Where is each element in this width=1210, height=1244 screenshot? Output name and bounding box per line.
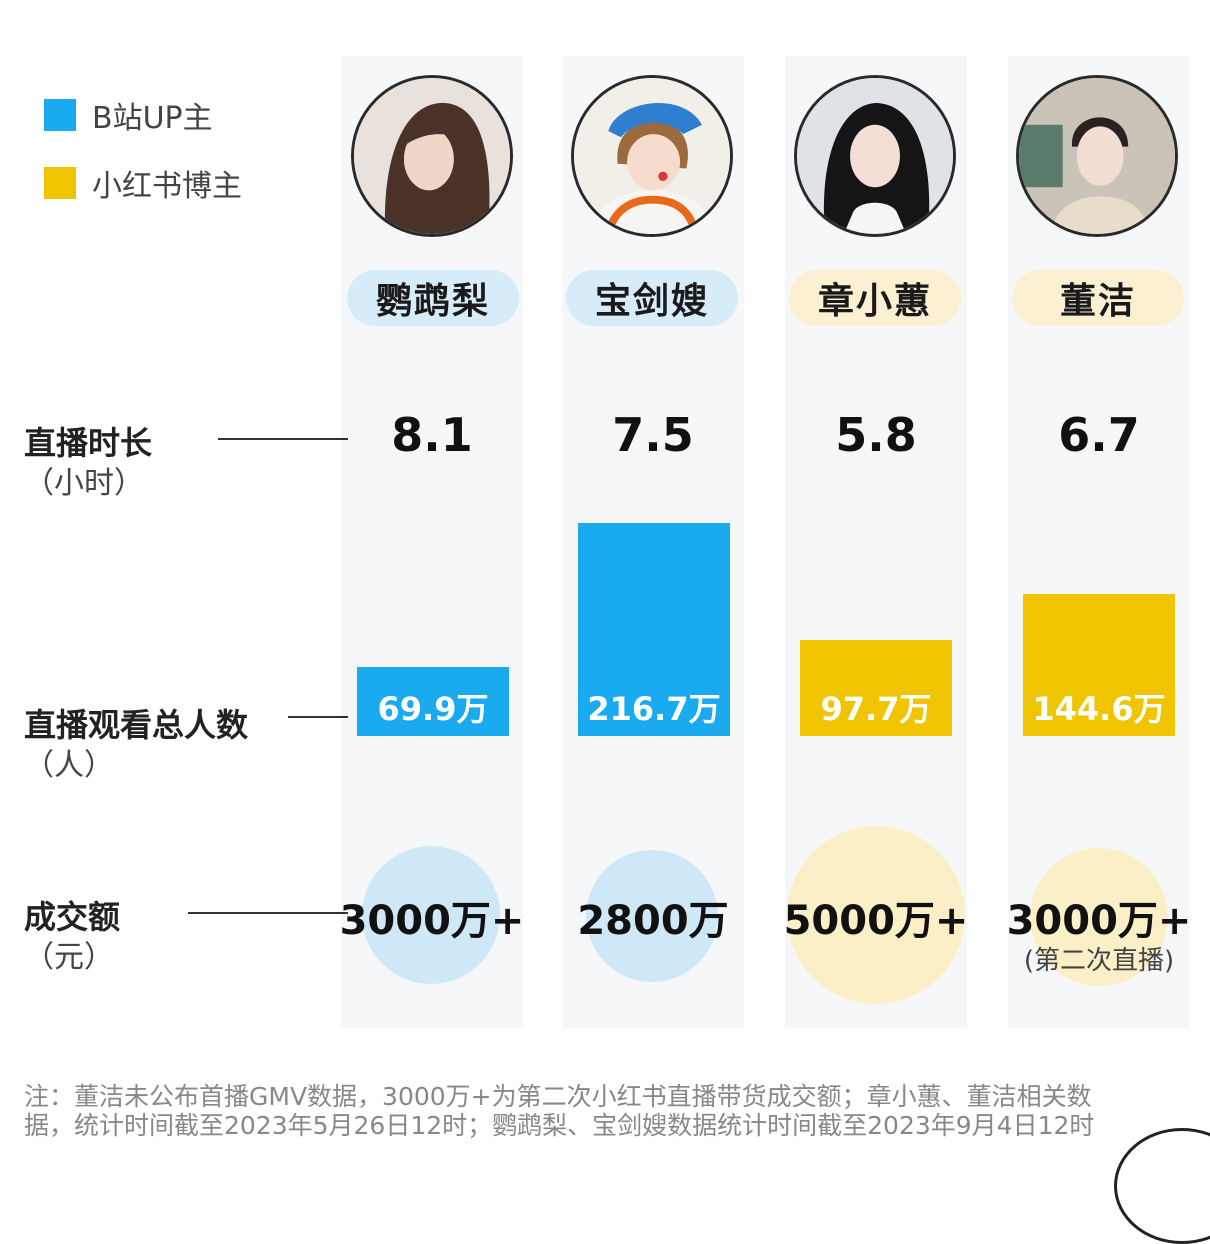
creator-name-pill: 鹦鹉梨	[347, 270, 519, 326]
viewers-bar-label: 216.7万	[587, 690, 721, 728]
duration-value: 8.1	[391, 408, 473, 462]
creator-name-pill: 宝剑嫂	[566, 270, 738, 326]
gmv-value: 2800万	[577, 898, 729, 944]
gmv-value: 3000万+	[1006, 898, 1192, 944]
legend-item-bilibili: B站UP主	[44, 95, 242, 136]
viewers-bar-label: 144.6万	[1032, 690, 1166, 728]
row-label-duration: 直播时长	[24, 424, 153, 462]
gmv-circle	[586, 850, 718, 982]
row-label-viewers: 直播观看总人数	[24, 706, 249, 744]
viewers-bar: 216.7万	[578, 523, 730, 736]
creator-name-pill: 董洁	[1012, 270, 1184, 326]
legend-item-xiaohongshu: 小红书博主	[44, 163, 242, 204]
legend-swatch-yellow	[44, 167, 76, 199]
creator-name: 章小蕙	[817, 281, 932, 322]
gmv-circle	[362, 846, 500, 984]
viewers-bar: 144.6万	[1023, 594, 1175, 736]
creator-name: 宝剑嫂	[594, 281, 709, 322]
gmv-value: 5000万+	[783, 898, 969, 944]
avatar-portrait	[571, 75, 733, 237]
viewers-bar: 97.7万	[800, 640, 952, 736]
gmv-value: 3000万+	[339, 898, 525, 944]
row-unit-duration: （小时）	[24, 466, 144, 501]
creator-name: 董洁	[1059, 281, 1136, 322]
viewers-bar: 69.9万	[357, 667, 509, 736]
legend-label: B站UP主	[92, 101, 213, 136]
infographic: B站UP主 小红书博主	[24, 75, 1210, 1244]
gmv-note: (第二次直播)	[1023, 946, 1175, 976]
row-label-gmv: 成交额	[24, 898, 121, 936]
viewers-bar-label: 69.9万	[377, 690, 489, 728]
avatar-portrait	[794, 75, 956, 237]
creator-name: 鹦鹉梨	[375, 281, 490, 322]
gmv-circle	[1030, 848, 1168, 986]
footnote: 注：董洁未公布首播GMV数据，3000万+为第二次小红书直播带货成交额；章小蕙、…	[24, 1082, 1095, 1140]
row-unit-viewers: （人）	[24, 748, 114, 783]
avatar-portrait	[351, 75, 513, 237]
gmv-circle	[787, 826, 965, 1004]
legend: B站UP主 小红书博主	[44, 95, 242, 231]
row-connector-line	[188, 912, 348, 914]
corner-decoration	[1114, 1128, 1210, 1244]
duration-value: 5.8	[835, 408, 917, 462]
duration-value: 7.5	[612, 408, 694, 462]
row-connector-line	[288, 716, 348, 718]
row-unit-gmv: （元）	[24, 940, 114, 975]
creator-name-pill: 章小蕙	[789, 270, 961, 326]
legend-swatch-blue	[44, 99, 76, 131]
row-connector-line	[218, 438, 348, 440]
legend-label: 小红书博主	[92, 169, 242, 204]
duration-value: 6.7	[1058, 408, 1140, 462]
viewers-bar-label: 97.7万	[820, 690, 932, 728]
avatar-portrait	[1016, 75, 1178, 237]
